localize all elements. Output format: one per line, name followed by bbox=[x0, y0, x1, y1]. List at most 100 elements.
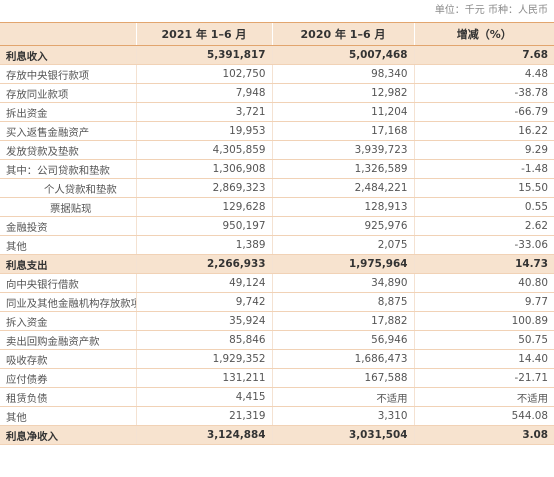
row-label: 存放中央银行款项 bbox=[0, 64, 136, 84]
table-body: 利息收入 5,391,817 5,007,468 7.68 存放中央银行款项 102,75… bbox=[0, 45, 554, 445]
value-change: -38.78 bbox=[413, 83, 554, 103]
table-row: 租赁负债 4,415 不适用 不适用 bbox=[0, 387, 554, 407]
row-label: 应付债券 bbox=[0, 368, 136, 388]
table-row: 利息净收入 3,124,884 3,031,504 3.08 bbox=[0, 425, 554, 445]
value-2021: 131,211 bbox=[135, 368, 272, 388]
table-row: 向中央银行借款 49,124 34,890 40.80 bbox=[0, 273, 554, 293]
value-change: -33.06 bbox=[413, 235, 554, 255]
value-2021: 9,742 bbox=[135, 292, 272, 312]
row-label: 利息收入 bbox=[0, 45, 136, 65]
value-2020: 8,875 bbox=[271, 292, 414, 312]
value-2020: 5,007,468 bbox=[271, 45, 414, 65]
value-2020: 925,976 bbox=[271, 216, 414, 236]
row-label: 票据贴现 bbox=[0, 197, 136, 217]
row-label: 拆入资金 bbox=[0, 311, 136, 331]
table-row: 拆出资金 3,721 11,204 -66.79 bbox=[0, 102, 554, 122]
table-row: 票据贴现 129,628 128,913 0.55 bbox=[0, 197, 554, 217]
row-label: 向中央银行借款 bbox=[0, 273, 136, 293]
value-2020: 3,310 bbox=[271, 406, 414, 426]
value-2021: 19,953 bbox=[135, 121, 272, 141]
row-label: 其他 bbox=[0, 406, 136, 426]
value-2021: 129,628 bbox=[135, 197, 272, 217]
value-change: 16.22 bbox=[413, 121, 554, 141]
row-label: 发放贷款及垫款 bbox=[0, 140, 136, 160]
table-row: 其他 21,319 3,310 544.08 bbox=[0, 406, 554, 426]
value-change: 0.55 bbox=[413, 197, 554, 217]
row-label: 卖出回购金融资产款 bbox=[0, 330, 136, 350]
value-2020: 98,340 bbox=[271, 64, 414, 84]
table-row: 利息支出 2,266,933 1,975,964 14.73 bbox=[0, 254, 554, 274]
table-row: 其他 1,389 2,075 -33.06 bbox=[0, 235, 554, 255]
value-change: 4.48 bbox=[413, 64, 554, 84]
row-label: 存放同业款项 bbox=[0, 83, 136, 103]
value-2020: 11,204 bbox=[271, 102, 414, 122]
row-label: 同业及其他金融机构存放款项 bbox=[0, 292, 136, 312]
value-2020: 3,031,504 bbox=[271, 425, 414, 445]
value-2021: 5,391,817 bbox=[135, 45, 272, 65]
row-label: 个人贷款和垫款 bbox=[0, 178, 136, 198]
value-2021: 85,846 bbox=[135, 330, 272, 350]
value-2020: 128,913 bbox=[271, 197, 414, 217]
table-row: 金融投资 950,197 925,976 2.62 bbox=[0, 216, 554, 236]
value-change: 14.40 bbox=[413, 349, 554, 369]
value-change: 14.73 bbox=[413, 254, 554, 274]
header-2021: 2021 年 1–6 月 bbox=[135, 22, 272, 46]
row-label: 利息支出 bbox=[0, 254, 136, 274]
value-2020: 2,484,221 bbox=[271, 178, 414, 198]
table-row: 发放贷款及垫款 4,305,859 3,939,723 9.29 bbox=[0, 140, 554, 160]
value-2020: 1,975,964 bbox=[271, 254, 414, 274]
interest-income-table: 2021 年 1–6 月 2020 年 1–6 月 增减（%） 利息收入 5,39… bbox=[0, 22, 554, 445]
value-2020: 不适用 bbox=[271, 387, 414, 407]
table-row: 存放中央银行款项 102,750 98,340 4.48 bbox=[0, 64, 554, 84]
value-2020: 1,326,589 bbox=[271, 159, 414, 179]
value-2021: 1,929,352 bbox=[135, 349, 272, 369]
value-2021: 2,266,933 bbox=[135, 254, 272, 274]
table-row: 个人贷款和垫款 2,869,323 2,484,221 15.50 bbox=[0, 178, 554, 198]
value-change: 2.62 bbox=[413, 216, 554, 236]
row-label: 金融投资 bbox=[0, 216, 136, 236]
value-2020: 12,982 bbox=[271, 83, 414, 103]
value-2021: 1,306,908 bbox=[135, 159, 272, 179]
value-2021: 49,124 bbox=[135, 273, 272, 293]
value-2020: 3,939,723 bbox=[271, 140, 414, 160]
header-change: 增减（%） bbox=[413, 22, 554, 46]
header-2020: 2020 年 1–6 月 bbox=[271, 22, 414, 46]
table-row: 同业及其他金融机构存放款项 9,742 8,875 9.77 bbox=[0, 292, 554, 312]
table-row: 买入返售金融资产 19,953 17,168 16.22 bbox=[0, 121, 554, 141]
table-row: 其中：公司贷款和垫款 1,306,908 1,326,589 -1.48 bbox=[0, 159, 554, 179]
value-2020: 56,946 bbox=[271, 330, 414, 350]
value-change: 50.75 bbox=[413, 330, 554, 350]
value-2021: 4,415 bbox=[135, 387, 272, 407]
row-label: 拆出资金 bbox=[0, 102, 136, 122]
value-2020: 17,882 bbox=[271, 311, 414, 331]
value-change: 9.29 bbox=[413, 140, 554, 160]
table-row: 卖出回购金融资产款 85,846 56,946 50.75 bbox=[0, 330, 554, 350]
value-2021: 1,389 bbox=[135, 235, 272, 255]
value-change: -21.71 bbox=[413, 368, 554, 388]
value-2020: 34,890 bbox=[271, 273, 414, 293]
header-item bbox=[0, 22, 136, 46]
value-2020: 167,588 bbox=[271, 368, 414, 388]
value-change: 40.80 bbox=[413, 273, 554, 293]
value-2021: 950,197 bbox=[135, 216, 272, 236]
table-row: 应付债券 131,211 167,588 -21.71 bbox=[0, 368, 554, 388]
row-label: 利息净收入 bbox=[0, 425, 136, 445]
table-row: 拆入资金 35,924 17,882 100.89 bbox=[0, 311, 554, 331]
value-change: -66.79 bbox=[413, 102, 554, 122]
table-row: 存放同业款项 7,948 12,982 -38.78 bbox=[0, 83, 554, 103]
value-change: -1.48 bbox=[413, 159, 554, 179]
row-label: 其他 bbox=[0, 235, 136, 255]
value-2021: 7,948 bbox=[135, 83, 272, 103]
table-header-row: 2021 年 1–6 月 2020 年 1–6 月 增减（%） bbox=[0, 22, 554, 46]
value-change: 7.68 bbox=[413, 45, 554, 65]
row-label: 租赁负债 bbox=[0, 387, 136, 407]
unit-note: 单位：千元 币种：人民币 bbox=[434, 5, 548, 16]
value-2021: 102,750 bbox=[135, 64, 272, 84]
row-label: 其中：公司贷款和垫款 bbox=[0, 159, 136, 179]
value-change: 不适用 bbox=[413, 387, 554, 407]
value-2020: 2,075 bbox=[271, 235, 414, 255]
value-2020: 17,168 bbox=[271, 121, 414, 141]
value-change: 15.50 bbox=[413, 178, 554, 198]
value-2021: 21,319 bbox=[135, 406, 272, 426]
row-label: 吸收存款 bbox=[0, 349, 136, 369]
